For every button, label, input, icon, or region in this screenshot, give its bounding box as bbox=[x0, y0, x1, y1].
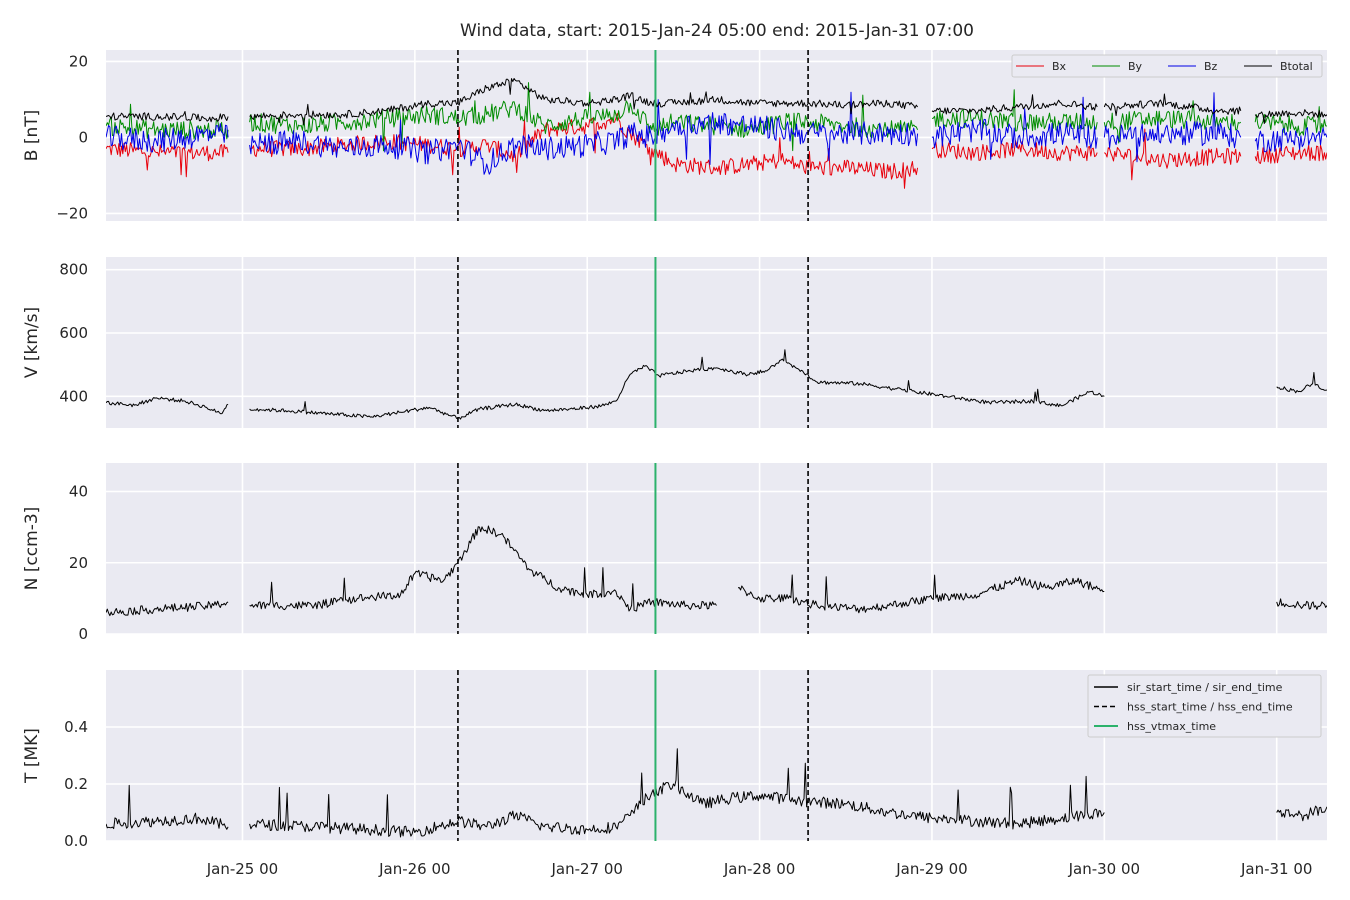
panel-4: 0.0 0.2 0.4 T [MK] Jan-25 00 Jan-26 00 Jan-27 … bbox=[22, 670, 1327, 878]
x-tick-label: Jan-25 00 bbox=[206, 860, 278, 878]
y-tick-label: 0 bbox=[78, 128, 88, 146]
panel-3: 0 20 40 N [ccm-3] bbox=[22, 463, 1327, 643]
legend-label: hss_vtmax_time bbox=[1127, 720, 1216, 733]
series-line-by bbox=[106, 82, 1327, 152]
y-tick-label: 800 bbox=[59, 261, 88, 279]
y-tick-label: 0 bbox=[78, 625, 88, 643]
legend-label: Bx bbox=[1052, 60, 1067, 73]
legend-box bbox=[1011, 54, 1323, 78]
legend-box bbox=[1087, 674, 1322, 738]
plot-background bbox=[106, 463, 1327, 634]
y-tick-label: 20 bbox=[69, 52, 88, 70]
y-tick-label: −20 bbox=[56, 204, 88, 222]
x-tick-label: Jan-26 00 bbox=[378, 860, 450, 878]
x-tick-label: Jan-31 00 bbox=[1240, 860, 1312, 878]
y-axis-label: B [nT] bbox=[22, 110, 42, 162]
series-line bbox=[106, 349, 1327, 420]
legend-label: hss_start_time / hss_end_time bbox=[1127, 701, 1293, 714]
plot-background bbox=[106, 257, 1327, 428]
x-tick-label: Jan-28 00 bbox=[723, 860, 795, 878]
x-tick-label: Jan-29 00 bbox=[895, 860, 967, 878]
series-line-bz bbox=[106, 91, 1327, 175]
y-tick-label: 400 bbox=[59, 387, 88, 405]
legend-label: Btotal bbox=[1280, 60, 1313, 73]
series-line bbox=[106, 525, 1327, 617]
series-line-bx bbox=[106, 112, 1327, 189]
y-axis-label: N [ccm-3] bbox=[22, 507, 42, 591]
legend-label: Bz bbox=[1204, 60, 1218, 73]
legend-label: By bbox=[1128, 60, 1143, 73]
chart-title: Wind data, start: 2015-Jan-24 05:00 end:… bbox=[460, 21, 974, 41]
x-tick-label: Jan-30 00 bbox=[1068, 860, 1140, 878]
y-tick-label: 0.4 bbox=[64, 718, 88, 736]
series-line bbox=[106, 748, 1327, 838]
y-axis-label: T [MK] bbox=[22, 728, 42, 784]
y-tick-label: 0.0 bbox=[64, 832, 88, 850]
panel-2: 400 600 800 V [km/s] bbox=[22, 257, 1327, 428]
y-tick-label: 20 bbox=[69, 554, 88, 572]
panel-1: −20 0 20 B [nT] Bx By Bz Btotal bbox=[22, 50, 1327, 222]
y-tick-label: 600 bbox=[59, 324, 88, 342]
x-tick-label: Jan-27 00 bbox=[550, 860, 622, 878]
y-tick-label: 0.2 bbox=[64, 775, 88, 793]
series-line-btotal bbox=[106, 78, 1327, 126]
y-axis-label: V [km/s] bbox=[22, 307, 42, 378]
legend-label: sir_start_time / sir_end_time bbox=[1127, 681, 1283, 694]
y-tick-label: 40 bbox=[69, 483, 88, 501]
